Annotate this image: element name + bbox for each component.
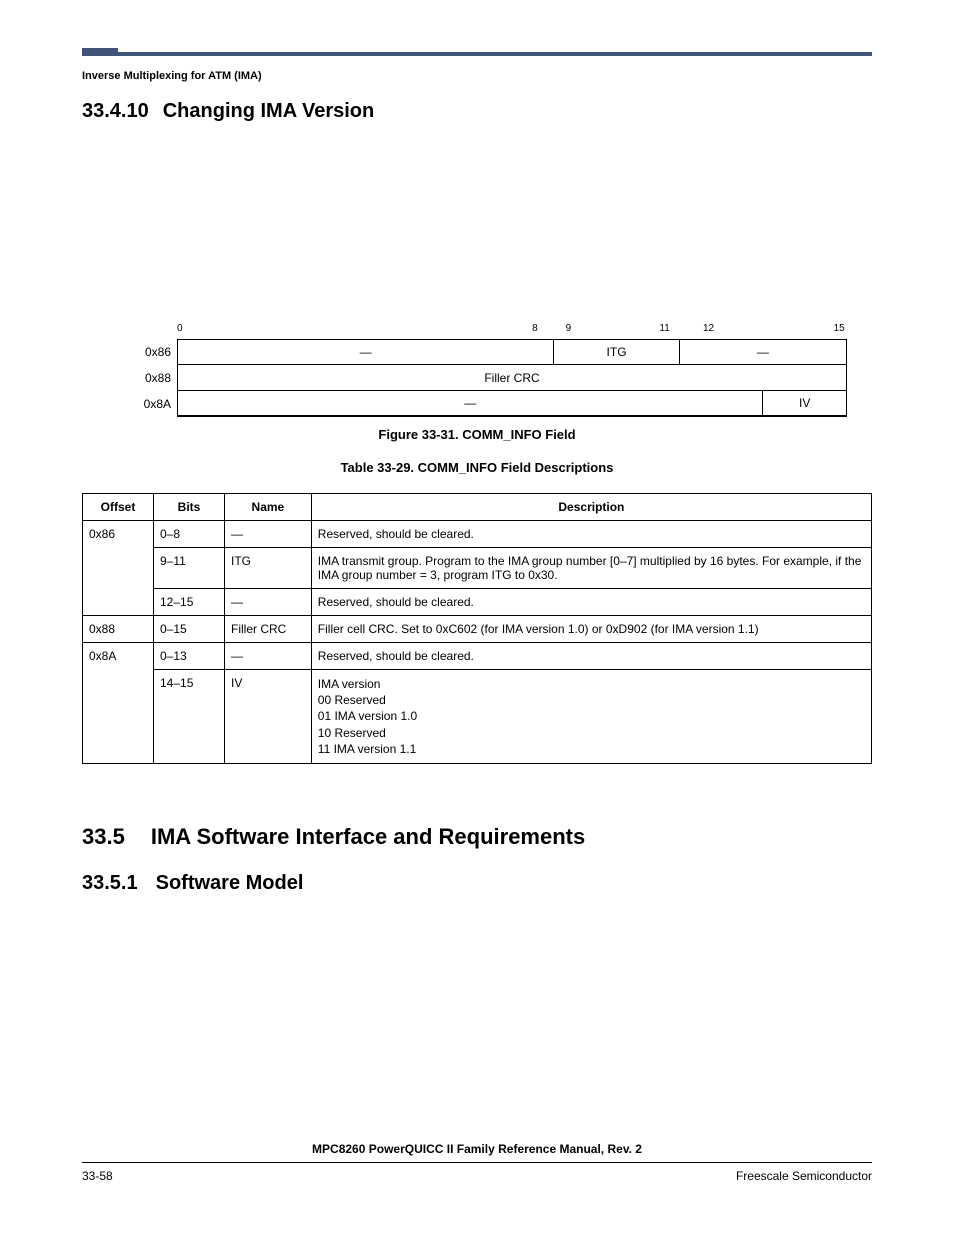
cell-name: — (225, 643, 312, 670)
section-heading-33-5: 33.5 IMA Software Interface and Requireme… (82, 824, 872, 850)
page-footer: MPC8260 PowerQUICC II Family Reference M… (82, 1142, 872, 1183)
section-title: IMA Software Interface and Requirements (151, 824, 585, 849)
table-row: 0x860–8—Reserved, should be cleared. (83, 521, 872, 548)
bitfield-row: 0x88Filler CRC (107, 365, 847, 391)
table-header-row: OffsetBitsNameDescription (83, 494, 872, 521)
bitfield-row: 0x86—ITG— (107, 339, 847, 365)
bit-index-label: 11 (659, 323, 669, 334)
footer-page-number: 33-58 (82, 1169, 113, 1183)
table-row: 0x8A0–13—Reserved, should be cleared. (83, 643, 872, 670)
table-column-header: Description (311, 494, 871, 521)
section-number: 33.5 (82, 824, 125, 849)
cell-description: Reserved, should be cleared. (311, 643, 871, 670)
cell-description: IMA transmit group. Program to the IMA g… (311, 548, 871, 589)
figure-caption: Figure 33-31. COMM_INFO Field (82, 427, 872, 442)
cell-bits: 12–15 (154, 589, 225, 616)
table-row: 14–15IVIMA version00 Reserved01 IMA vers… (83, 670, 872, 764)
table-body: 0x860–8—Reserved, should be cleared.9–11… (83, 521, 872, 764)
bitfield-cell: — (178, 340, 554, 365)
cell-bits: 0–15 (154, 616, 225, 643)
table-row: 0x880–15Filler CRCFiller cell CRC. Set t… (83, 616, 872, 643)
comm-info-table: OffsetBitsNameDescription 0x860–8—Reserv… (82, 493, 872, 764)
section-title: Software Model (156, 872, 304, 894)
bitfield-cell: — (178, 391, 763, 416)
table-row: 12–15—Reserved, should be cleared. (83, 589, 872, 616)
bitfield-cell: — (680, 340, 847, 365)
bitfield-cell: IV (763, 391, 847, 416)
section-number: 33.5.1 (82, 872, 138, 894)
running-header: Inverse Multiplexing for ATM (IMA) (82, 70, 872, 82)
header-rule (82, 52, 872, 56)
cell-description: IMA version00 Reserved01 IMA version 1.0… (311, 670, 871, 764)
section-number: 33.4.10 (82, 100, 149, 122)
section-title: Changing IMA Version (163, 100, 375, 122)
bitfield-row-offset: 0x8A (107, 391, 177, 417)
bit-index-label: 15 (834, 323, 845, 334)
cell-name: Filler CRC (225, 616, 312, 643)
bitfield-row-offset: 0x88 (107, 365, 177, 391)
table-row: 9–11ITGIMA transmit group. Program to th… (83, 548, 872, 589)
cell-name: — (225, 589, 312, 616)
cell-description: Reserved, should be cleared. (311, 589, 871, 616)
cell-bits: 14–15 (154, 670, 225, 764)
table-column-header: Name (225, 494, 312, 521)
table-column-header: Offset (83, 494, 154, 521)
section-heading-33-5-1: 33.5.1 Software Model (82, 872, 872, 895)
footer-company: Freescale Semiconductor (736, 1169, 872, 1183)
cell-offset: 0x86 (83, 521, 154, 616)
cell-description: Filler cell CRC. Set to 0xC602 (for IMA … (311, 616, 871, 643)
bitfield-rows: 0x86—ITG—0x88Filler CRC0x8A—IV (107, 339, 847, 417)
bitfield-diagram: 089111215 0x86—ITG—0x88Filler CRC0x8A—IV (107, 323, 847, 417)
cell-name: IV (225, 670, 312, 764)
cell-offset: 0x88 (83, 616, 154, 643)
bitfield-row: 0x8A—IV (107, 391, 847, 417)
bit-index-label: 8 (532, 323, 538, 334)
bit-index-label: 12 (703, 323, 714, 334)
cell-description: Reserved, should be cleared. (311, 521, 871, 548)
footer-rule (82, 1162, 872, 1163)
bitfield-bit-labels: 0 8 9 11 12 15 (177, 323, 847, 339)
page: Inverse Multiplexing for ATM (IMA) 33.4.… (0, 0, 954, 1235)
cell-bits: 0–8 (154, 521, 225, 548)
bitfield-cell: Filler CRC (178, 365, 847, 391)
cell-bits: 9–11 (154, 548, 225, 589)
cell-bits: 0–13 (154, 643, 225, 670)
bit-index-label: 0 (177, 323, 183, 334)
table-column-header: Bits (154, 494, 225, 521)
bitfield-row-offset: 0x86 (107, 339, 177, 365)
bit-index-label: 9 (566, 323, 572, 334)
section-heading-33-4-10: 33.4.10 Changing IMA Version (82, 100, 872, 123)
cell-name: — (225, 521, 312, 548)
bitfield-cell: ITG (554, 340, 679, 365)
footer-manual-title: MPC8260 PowerQUICC II Family Reference M… (82, 1142, 872, 1156)
cell-name: ITG (225, 548, 312, 589)
cell-offset: 0x8A (83, 643, 154, 764)
table-caption: Table 33-29. COMM_INFO Field Description… (82, 460, 872, 475)
